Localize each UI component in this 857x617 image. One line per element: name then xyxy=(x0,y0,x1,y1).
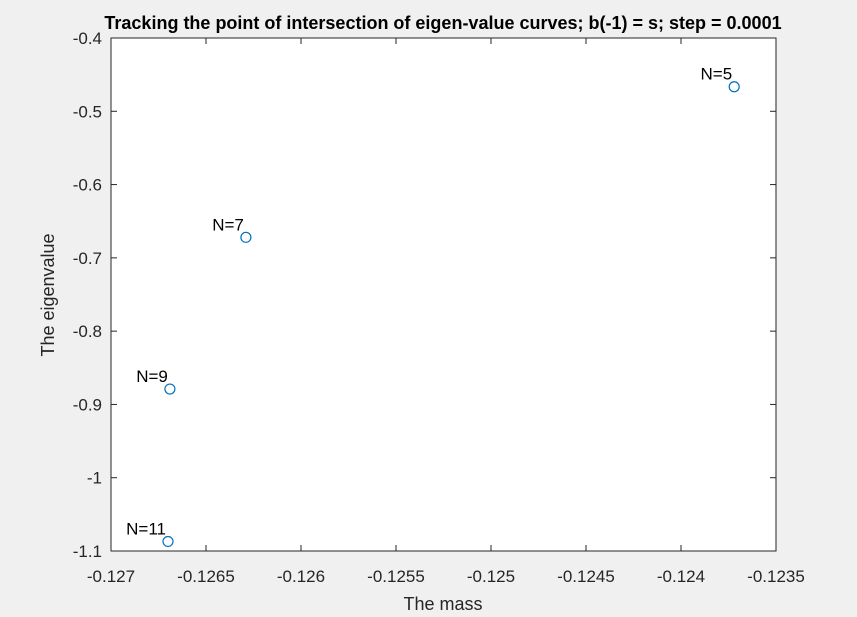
x-tick-label: -0.1235 xyxy=(747,567,805,586)
x-tick-label: -0.1265 xyxy=(177,567,235,586)
x-tick-label: -0.1255 xyxy=(367,567,425,586)
y-tick-label: -0.9 xyxy=(73,395,102,414)
chart-title: Tracking the point of intersection of ei… xyxy=(104,13,781,33)
y-tick-label: -0.5 xyxy=(73,102,102,121)
x-tick-label: -0.127 xyxy=(87,567,135,586)
x-axis-label: The mass xyxy=(403,594,482,614)
y-tick-label: -0.8 xyxy=(73,322,102,341)
data-point xyxy=(162,535,174,548)
x-tick-label: -0.126 xyxy=(277,567,325,586)
y-tick-label: -0.6 xyxy=(73,176,102,195)
axis-tick-labels: -0.127 -0.1265 -0.126 -0.1255 -0.125 -0.1245 -… xyxy=(73,29,805,586)
data-point xyxy=(728,81,740,93)
data-point-label: N=9 xyxy=(136,367,168,386)
x-tick-label: -0.1245 xyxy=(557,567,615,586)
data-points xyxy=(162,81,740,548)
data-point-label: N=11 xyxy=(126,519,166,538)
data-point xyxy=(240,231,252,243)
y-tick-label: -0.4 xyxy=(73,29,102,48)
y-tick-label: -1.1 xyxy=(73,542,102,561)
data-point-label: N=7 xyxy=(212,215,244,234)
y-tick-label: -0.7 xyxy=(73,249,102,268)
data-point-label: N=5 xyxy=(701,65,733,84)
data-point xyxy=(164,383,176,395)
x-tick-label: -0.124 xyxy=(657,567,705,586)
y-tick-label: -1 xyxy=(87,469,102,488)
data-point-labels: N=5 N=7 N=9 N=11 xyxy=(126,65,732,539)
axis-ticks xyxy=(110,37,777,552)
plot-area xyxy=(110,37,777,552)
y-axis-label: The eigenvalue xyxy=(38,233,58,356)
x-tick-label: -0.125 xyxy=(467,567,515,586)
